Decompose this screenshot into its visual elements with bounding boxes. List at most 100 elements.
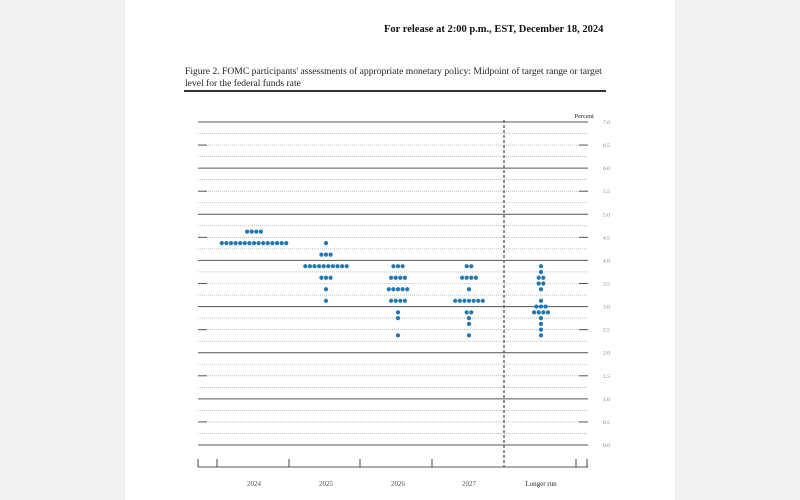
dot-2025	[323, 252, 329, 257]
figure-caption: Figure 2. FOMC participants' assessments…	[185, 66, 602, 89]
dot-longer-run	[538, 269, 544, 275]
dot-2026	[395, 333, 401, 338]
dot-2025	[323, 287, 329, 292]
dot-2026	[395, 310, 401, 315]
dot-2024	[249, 229, 254, 234]
x-tick-label: 2027	[462, 480, 477, 488]
dot-2024	[247, 241, 252, 246]
dot-2027	[466, 298, 472, 303]
caption-rule	[184, 90, 606, 92]
dot-2027	[469, 310, 474, 315]
dot-2027	[476, 298, 481, 303]
y-tick-label: 6.0	[603, 166, 610, 172]
dot-2026	[389, 275, 394, 280]
dot-2026	[398, 298, 403, 303]
dot-2024	[228, 241, 234, 246]
dot-longer-run	[538, 321, 544, 326]
dot-2024	[256, 241, 261, 246]
y-tick-label: 1.5	[603, 374, 610, 380]
dot-2024	[219, 241, 224, 246]
y-tick-label: 1.0	[603, 397, 610, 403]
dot-longer-run	[536, 275, 541, 280]
dot-2026	[400, 264, 405, 269]
dot-2027	[464, 275, 469, 280]
dot-2027	[453, 298, 458, 303]
dot-2027	[457, 298, 462, 303]
dot-longer-run	[541, 310, 546, 315]
dot-2026	[402, 298, 407, 303]
dot-2025	[328, 275, 333, 280]
dot-2026	[391, 264, 396, 269]
x-tick-label: 2026	[391, 480, 406, 488]
dot-2025	[319, 252, 324, 257]
dot-2027	[466, 333, 472, 338]
dot-longer-run	[536, 281, 541, 286]
dot-longer-run	[541, 275, 546, 280]
dot-2027	[460, 275, 465, 280]
dot-2025	[328, 252, 333, 257]
dot-2027	[464, 310, 469, 315]
dot-2024	[270, 241, 275, 246]
dot-2025	[303, 264, 308, 269]
dot-2024	[284, 241, 289, 246]
dot-longer-run	[536, 310, 541, 315]
dot-2025	[317, 264, 322, 269]
dot-2026	[395, 264, 401, 269]
dot-2025	[344, 264, 349, 269]
dot-longer-run	[538, 287, 544, 292]
y-axis-label: Percent	[575, 113, 595, 120]
dot-2025	[307, 264, 312, 269]
dot-2025	[319, 275, 324, 280]
dot-longer-run	[532, 310, 537, 315]
dot-longer-run	[545, 310, 551, 315]
dot-2024	[254, 229, 259, 234]
dot-2026	[389, 298, 394, 303]
dot-2025	[330, 264, 335, 269]
dot-2025	[323, 241, 329, 246]
x-tick-label: 2024	[247, 480, 262, 488]
release-notice: For release at 2:00 p.m., EST, December …	[384, 24, 604, 35]
dot-2025	[340, 264, 345, 269]
dot-2027	[471, 298, 476, 303]
y-tick-label: 0.0	[603, 443, 610, 449]
dot-2026	[395, 316, 401, 321]
dot-2024	[224, 241, 229, 246]
dot-2024	[245, 229, 250, 234]
dot-longer-run	[541, 281, 546, 286]
dot-2027	[466, 287, 472, 292]
dot-2027	[462, 298, 467, 303]
dot-2026	[393, 275, 398, 280]
dot-2026	[393, 298, 398, 303]
x-tick-label: 2025	[319, 480, 334, 488]
y-tick-label: 3.5	[603, 282, 610, 288]
y-tick-label: 5.5	[603, 189, 610, 195]
y-tick-label: 4.0	[603, 258, 610, 264]
dot-2026	[395, 287, 401, 292]
dot-longer-run	[543, 304, 548, 309]
dot-2027	[469, 275, 474, 280]
dot-2025	[321, 264, 326, 269]
dot-2027	[480, 298, 485, 303]
dot-longer-run	[538, 264, 544, 269]
dot-2027	[464, 264, 469, 269]
dot-2025	[335, 264, 340, 269]
dot-2024	[274, 241, 280, 246]
dot-2026	[391, 287, 396, 292]
dot-2025	[326, 264, 331, 269]
x-tick-label: Longer run	[525, 480, 557, 488]
y-tick-label: 7.0	[603, 120, 610, 126]
dot-longer-run	[538, 304, 544, 309]
dot-2025	[312, 264, 317, 269]
y-tick-label: 6.5	[603, 143, 610, 149]
y-tick-label: 2.0	[603, 351, 610, 357]
dot-2026	[400, 287, 405, 292]
dot-longer-run	[538, 298, 544, 303]
dot-2025	[323, 275, 329, 280]
dot-2027	[473, 275, 478, 280]
dot-longer-run	[538, 327, 544, 332]
dot-longer-run	[538, 316, 544, 321]
dot-2026	[405, 287, 410, 292]
dot-2027	[466, 316, 472, 321]
dot-2025	[323, 298, 329, 303]
